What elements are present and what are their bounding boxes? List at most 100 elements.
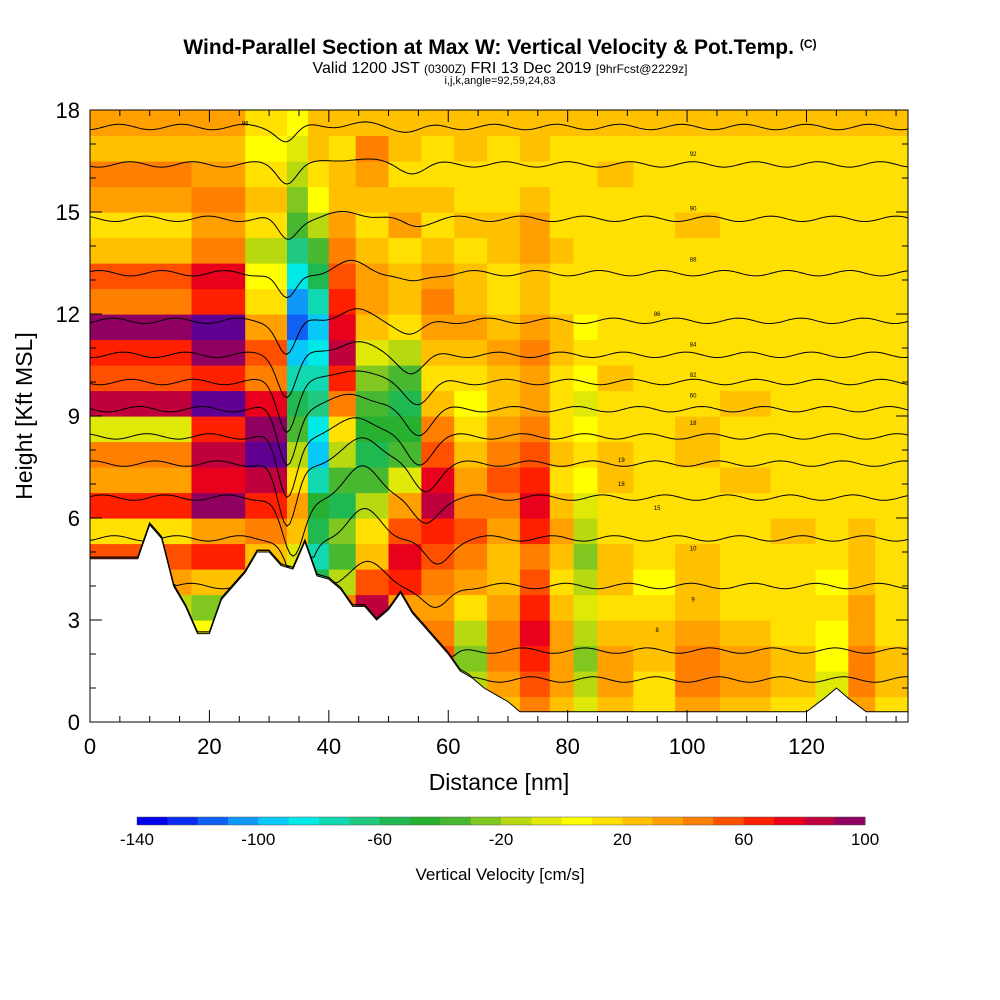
velocity-cell [519,543,551,570]
velocity-cell [454,314,488,341]
velocity-cell [245,110,288,137]
velocity-cell [848,620,876,647]
velocity-cell [388,314,422,341]
velocity-cell [454,288,488,315]
velocity-cell [573,620,599,647]
velocity-cell [719,594,772,621]
velocity-cell [770,288,817,315]
colorbar-tick-label: -140 [120,830,154,849]
velocity-cell [875,620,908,647]
velocity-cell [719,467,772,494]
velocity-cell [675,492,721,519]
velocity-cell [675,110,721,137]
velocity-cell [245,186,288,213]
velocity-cell [675,314,721,341]
velocity-cell [90,390,193,417]
velocity-cell [487,467,521,494]
velocity-cell [848,645,876,672]
velocity-cell [328,110,357,137]
velocity-cell [770,594,817,621]
velocity-cell [875,237,908,264]
colorbar-swatch [774,817,805,825]
velocity-cell [421,288,455,315]
x-tick-label: 100 [669,734,706,759]
velocity-cell [848,671,876,698]
velocity-cell [90,467,193,494]
velocity-cell [573,390,599,417]
velocity-cell [848,237,876,264]
velocity-cell [848,492,876,519]
velocity-cell [355,314,390,341]
theta-contour-line [90,158,908,185]
velocity-cell [287,390,309,417]
velocity-cell [573,314,599,341]
velocity-cell [245,467,288,494]
velocity-cell [307,135,330,162]
velocity-cell [191,390,246,417]
colorbar-swatch [743,817,775,825]
velocity-cell [549,594,575,621]
velocity-cell [421,110,455,137]
velocity-cell [307,110,330,137]
velocity-cell [388,569,422,596]
velocity-cell [848,416,876,443]
velocity-cell [487,110,521,137]
velocity-cell [770,237,817,264]
velocity-cell [287,288,309,315]
y-tick-label: 9 [68,404,80,429]
theta-contour-line [90,522,908,658]
velocity-cell [421,543,455,570]
velocity-cell [597,620,634,647]
velocity-cell [421,263,455,290]
velocity-cell [549,110,575,137]
velocity-cell [245,237,288,264]
velocity-cell [549,645,575,672]
velocity-cell [421,365,455,392]
velocity-cell [328,186,357,213]
velocity-cell [90,288,193,315]
x-tick-label: 0 [84,734,96,759]
velocity-cell [770,161,817,188]
velocity-cell [307,492,330,519]
velocity-cell [191,288,246,315]
velocity-cell [355,441,390,468]
velocity-cell [191,212,246,239]
velocity-cell [815,237,849,264]
colorbar-swatch [258,817,290,825]
velocity-cell [848,518,876,545]
section-params: i,j,k,angle=92,59,24,83 [444,75,556,87]
velocity-cell [848,212,876,239]
velocity-cell [770,110,817,137]
velocity-cell [191,543,246,570]
velocity-cell [388,365,422,392]
colorbar-swatch [592,817,623,825]
velocity-cell [633,620,676,647]
velocity-cell [388,467,422,494]
colorbar-swatch [470,817,502,825]
velocity-cell [519,620,551,647]
velocity-cell [815,390,849,417]
velocity-cell [487,135,521,162]
x-tick-label: 20 [197,734,221,759]
velocity-cell [770,263,817,290]
velocity-cell [597,110,634,137]
velocity-cell [487,518,521,545]
velocity-cell [875,186,908,213]
velocity-cell [487,620,521,647]
velocity-cell [719,416,772,443]
velocity-cell [549,288,575,315]
velocity-cell [519,390,551,417]
velocity-cell [328,212,357,239]
velocity-cell [848,365,876,392]
y-tick-label: 15 [56,200,80,225]
velocity-cell [815,186,849,213]
velocity-cell [770,186,817,213]
velocity-cell [848,288,876,315]
velocity-cell [519,467,551,494]
velocity-cell [191,110,246,137]
velocity-cell [487,390,521,417]
theta-contour-label: 88 [690,258,697,264]
velocity-cell [573,110,599,137]
velocity-cell [328,161,357,188]
velocity-cell [549,492,575,519]
